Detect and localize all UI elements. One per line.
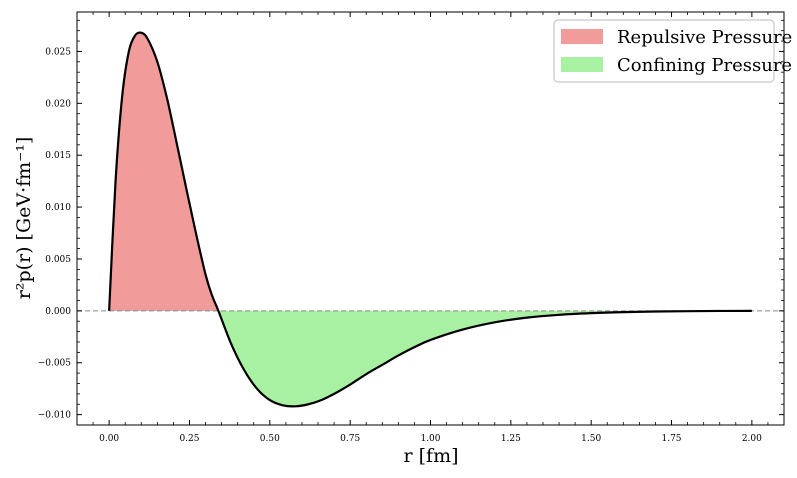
legend-swatch-repulsive [561, 29, 603, 44]
y-tick-label: 0.000 [45, 307, 71, 317]
x-tick-label: 1.75 [661, 434, 681, 444]
y-tick-label: 0.010 [45, 203, 71, 213]
legend: Repulsive Pressure Confining Pressure [553, 19, 792, 83]
x-axis-label: r [fm] [404, 445, 459, 467]
y-tick-label: −0.010 [38, 411, 72, 421]
x-tick-label: 1.25 [501, 434, 521, 444]
x-tick-label: 0.00 [99, 434, 119, 444]
x-tick-label: 0.50 [260, 434, 280, 444]
legend-box [553, 19, 775, 83]
y-tick-label: −0.005 [38, 359, 72, 369]
legend-label-repulsive: Repulsive Pressure [617, 27, 792, 48]
x-tick-label: 1.50 [581, 434, 601, 444]
x-tick-label: 0.75 [340, 434, 360, 444]
y-axis-label: r²p(r) [GeV·fm⁻¹] [13, 137, 35, 300]
y-tick-label: 0.005 [45, 255, 71, 265]
axis-ticks [77, 12, 784, 426]
fill-areas [109, 32, 752, 407]
y-tick-label: 0.025 [45, 47, 71, 57]
y-tick-label: 0.015 [45, 151, 71, 161]
pressure-curve [108, 31, 752, 408]
y-tick-label: 0.020 [45, 99, 71, 109]
x-tick-label: 0.25 [179, 434, 199, 444]
legend-label-confining: Confining Pressure [617, 55, 792, 76]
legend-swatch-confining [561, 57, 603, 72]
fill-area-0 [109, 32, 219, 311]
x-tick-label: 2.00 [742, 434, 762, 444]
y-tick-labels: −0.010 −0.005 0.000 0.005 0.010 0.015 0.020 0.0… [38, 47, 72, 420]
x-tick-label: 1.00 [420, 434, 440, 444]
x-tick-labels: 0.00 0.25 0.50 0.75 1.00 1.25 1.50 1.75 2.00 [99, 434, 762, 444]
